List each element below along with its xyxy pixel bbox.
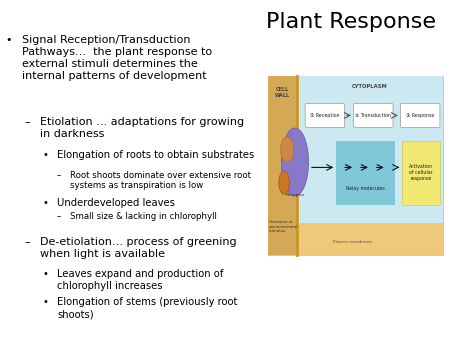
Text: Plasma membrane: Plasma membrane: [333, 240, 372, 244]
FancyBboxPatch shape: [305, 103, 345, 127]
Text: •: •: [43, 297, 49, 308]
Text: Underdeveloped leaves: Underdeveloped leaves: [57, 198, 175, 208]
FancyBboxPatch shape: [402, 141, 440, 205]
Text: •: •: [43, 150, 49, 161]
Text: Leaves expand and production of
chlorophyll increases: Leaves expand and production of chloroph…: [57, 269, 224, 291]
Text: Receptor: Receptor: [286, 193, 306, 197]
Text: Activation
of cellular
response: Activation of cellular response: [409, 165, 433, 181]
Text: Etiolation … adaptations for growing
in darkness: Etiolation … adaptations for growing in …: [40, 117, 245, 139]
Text: –: –: [25, 237, 31, 247]
Text: Relay molecules: Relay molecules: [346, 187, 385, 191]
Text: •: •: [43, 198, 49, 208]
Text: ② Transduction: ② Transduction: [356, 113, 391, 118]
Text: Root shoots dominate over extensive root
systems as transpiration is low: Root shoots dominate over extensive root…: [70, 171, 251, 190]
Text: De-etiolation… process of greening
when light is available: De-etiolation… process of greening when …: [40, 237, 237, 259]
Text: –: –: [56, 212, 61, 221]
Text: •: •: [5, 35, 12, 46]
FancyBboxPatch shape: [297, 76, 443, 223]
Ellipse shape: [281, 128, 309, 196]
Text: CELL
WALL: CELL WALL: [274, 87, 290, 98]
FancyBboxPatch shape: [354, 103, 393, 127]
Text: •: •: [43, 269, 49, 279]
FancyBboxPatch shape: [400, 103, 440, 127]
Text: –: –: [25, 117, 31, 127]
Text: Hormone or
environmental
stimulus: Hormone or environmental stimulus: [269, 220, 298, 234]
Text: Plant Response: Plant Response: [266, 12, 436, 32]
Text: Signal Reception/Transduction
Pathways…  the plant response to
external stimuli : Signal Reception/Transduction Pathways… …: [22, 35, 212, 81]
FancyBboxPatch shape: [336, 141, 395, 205]
Ellipse shape: [280, 137, 294, 162]
Text: Elongation of stems (previously root
shoots): Elongation of stems (previously root sho…: [57, 297, 238, 319]
Text: ③ Response: ③ Response: [406, 113, 434, 118]
FancyBboxPatch shape: [268, 76, 297, 255]
Text: Small size & lacking in chlorophyll: Small size & lacking in chlorophyll: [70, 212, 216, 221]
Text: –: –: [56, 171, 61, 180]
Text: Elongation of roots to obtain substrates: Elongation of roots to obtain substrates: [57, 150, 254, 161]
Text: CYTOPLASM: CYTOPLASM: [352, 84, 388, 89]
Text: ① Reception: ① Reception: [310, 113, 340, 118]
FancyBboxPatch shape: [268, 76, 443, 255]
Ellipse shape: [279, 171, 289, 194]
